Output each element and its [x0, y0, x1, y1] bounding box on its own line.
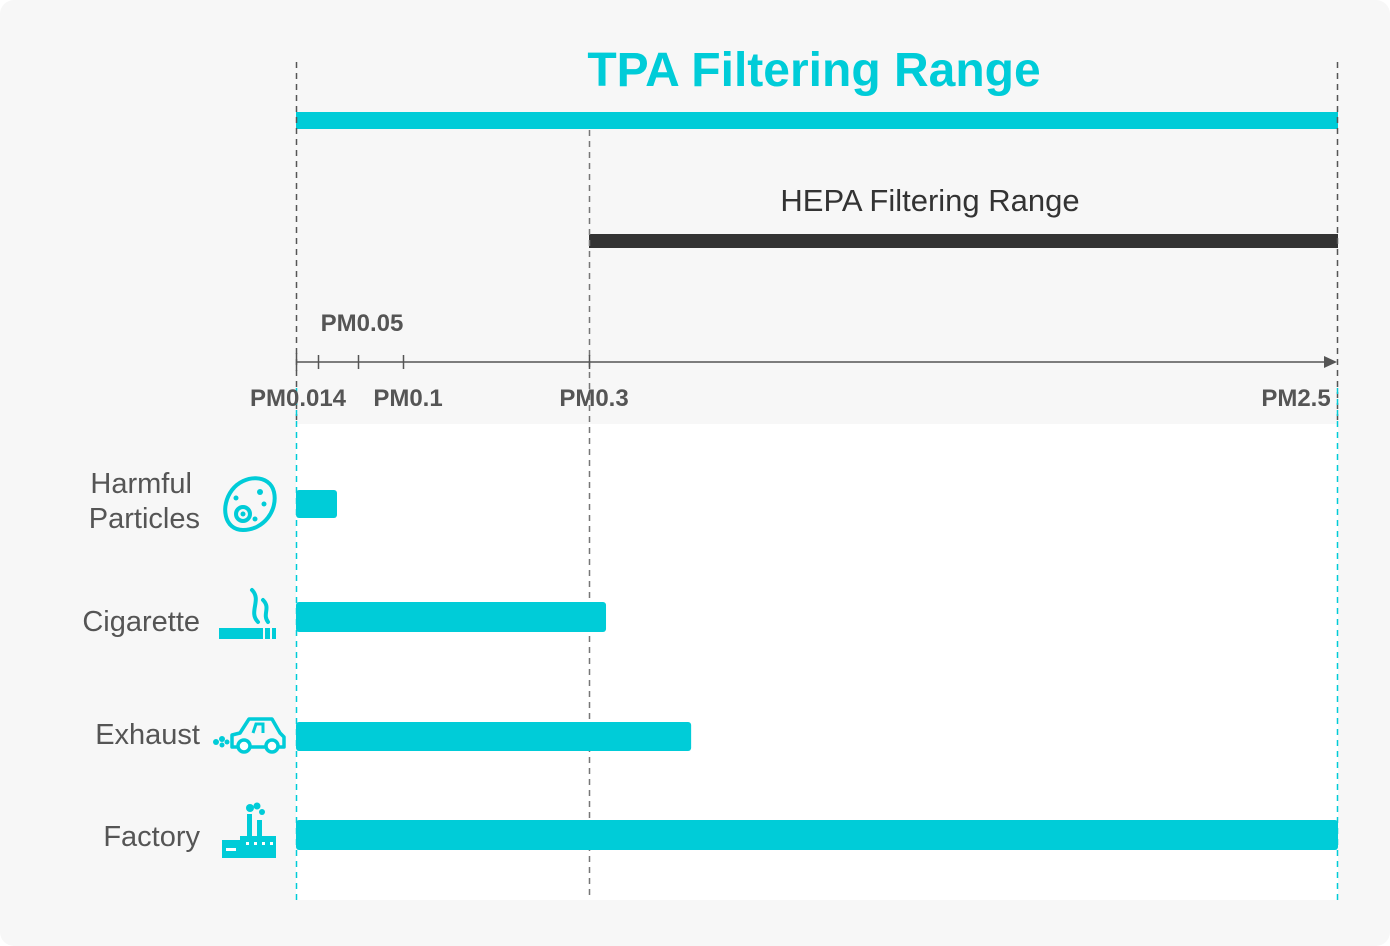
source-label-harmful-particles: Harmful Particles	[89, 468, 200, 535]
hepa-title: HEPA Filtering Range	[780, 183, 1079, 218]
hepa-range-bar	[589, 234, 1338, 248]
source-label-cigarette: Cigarette	[82, 606, 200, 638]
source-label-harmful-line-2: Particles	[89, 503, 200, 535]
axis-label-pm005: PM0.05	[321, 310, 404, 337]
source-bar-harmful-particles	[296, 490, 337, 518]
car-exhaust-icon	[213, 717, 286, 754]
factory-icon	[222, 802, 276, 858]
source-bar-cigarette	[296, 602, 607, 632]
source-label-exhaust: Exhaust	[95, 719, 200, 751]
source-label-harmful-line-1: Harmful	[90, 468, 192, 500]
source-bars	[296, 490, 1338, 850]
source-label-factory: Factory	[103, 821, 200, 853]
axis-arrow-icon	[1324, 356, 1337, 368]
bacteria-icon	[223, 476, 277, 533]
source-bar-factory	[296, 820, 1338, 850]
source-bar-exhaust	[296, 722, 692, 751]
tpa-range-bar	[296, 112, 1338, 129]
cigarette-icon	[219, 588, 276, 639]
axis-label-pm25: PM2.5	[1261, 385, 1330, 412]
axis-label-pm0014: PM0.014	[250, 385, 347, 412]
axis-label-pm03: PM0.3	[559, 385, 628, 412]
tpa-title: TPA Filtering Range	[587, 44, 1040, 97]
axis-label-pm01: PM0.1	[373, 385, 442, 412]
